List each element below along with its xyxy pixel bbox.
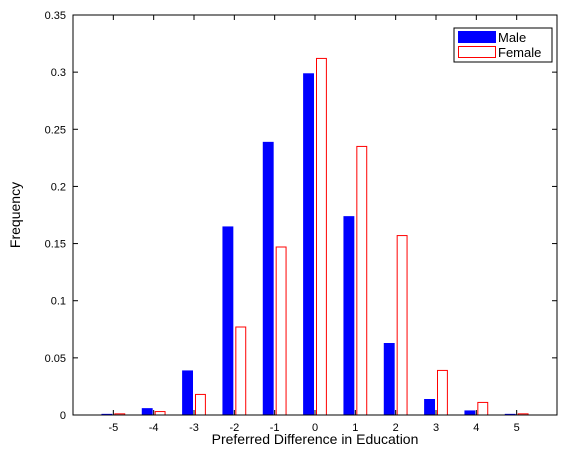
x-tick-label: -3 xyxy=(189,422,199,434)
x-tick-label: -1 xyxy=(270,422,280,434)
bar-male-3 xyxy=(424,399,435,415)
y-tick-label: 0.2 xyxy=(51,181,66,193)
bar-male--1 xyxy=(262,141,274,415)
legend-label-female: Female xyxy=(498,45,541,60)
bar-male--2 xyxy=(222,226,234,415)
y-tick-label: 0.1 xyxy=(51,296,66,308)
y-tick-label: 0.15 xyxy=(45,239,66,251)
legend: Male Female xyxy=(453,27,553,63)
plot-background xyxy=(73,15,557,415)
y-axis-title: Frequency xyxy=(7,182,23,248)
plot-frame xyxy=(72,14,558,416)
x-tick-label: 3 xyxy=(433,422,439,434)
bar-male--5 xyxy=(101,413,113,415)
bars-layer xyxy=(101,57,529,416)
bar-male-2 xyxy=(383,343,395,415)
legend-swatch-female xyxy=(458,46,496,58)
y-tick-label: 0.25 xyxy=(45,124,66,136)
x-tick-label: 2 xyxy=(393,422,399,434)
x-tick-label: 5 xyxy=(514,422,520,434)
x-tick-label: 0 xyxy=(312,422,318,434)
x-tick-label: -4 xyxy=(149,422,159,434)
y-tick-label: 0.3 xyxy=(51,67,66,79)
legend-swatch-male xyxy=(458,31,496,43)
x-tick-label: 1 xyxy=(352,422,358,434)
bar-male-5 xyxy=(504,413,516,415)
bar-male--3 xyxy=(182,370,193,415)
x-axis-title: Preferred Difference in Education xyxy=(212,431,419,447)
y-tick-label: 0.35 xyxy=(45,10,66,22)
x-tick-label: 4 xyxy=(473,422,479,434)
x-tick-label: -2 xyxy=(229,422,239,434)
y-tick-label: 0 xyxy=(60,410,66,422)
bar-male--4 xyxy=(141,408,153,415)
bar-male-1 xyxy=(343,216,355,415)
ticks-layer: -5 -4 -3 -2 -1 0 1 2 3 4 5 0 0.05 0.1 0.15 0.2 0.25 0.3 0.… xyxy=(45,10,557,434)
bar-male-4 xyxy=(464,410,476,415)
bar-male-0 xyxy=(303,73,314,416)
legend-label-male: Male xyxy=(498,30,526,45)
x-tick-label: -5 xyxy=(108,422,118,434)
y-tick-label: 0.05 xyxy=(45,353,66,365)
